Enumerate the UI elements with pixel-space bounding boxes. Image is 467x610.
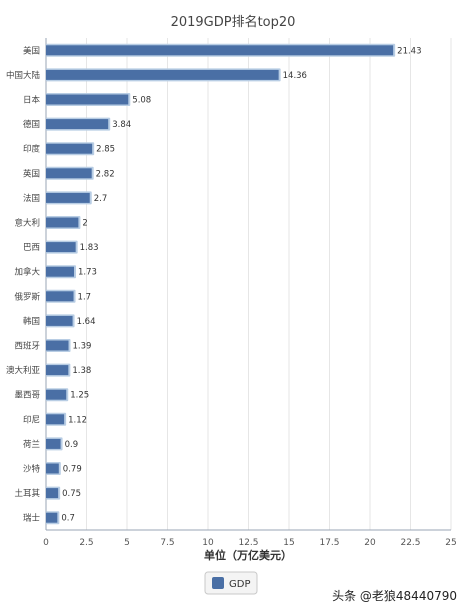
category-label: 沙特 <box>23 464 41 475</box>
bar <box>46 266 75 277</box>
data-label: 1.39 <box>73 342 92 352</box>
x-tick-label: 15 <box>283 538 294 548</box>
category-label: 俄罗斯 <box>14 291 40 302</box>
x-tick-label: 2.5 <box>79 538 93 548</box>
category-label: 西班牙 <box>14 341 40 352</box>
category-label: 土耳其 <box>14 488 40 499</box>
x-tick-label: 22.5 <box>400 538 420 548</box>
data-label: 0.7 <box>61 514 75 524</box>
x-axis-title: 单位（万亿美元） <box>204 548 292 562</box>
data-label: 0.9 <box>65 440 79 450</box>
bar <box>46 143 93 154</box>
data-label: 14.36 <box>283 71 307 81</box>
bar <box>46 45 394 56</box>
category-label: 澳大利亚 <box>6 365 41 376</box>
x-tick-label: 17.5 <box>319 538 339 548</box>
bar <box>46 94 129 105</box>
data-label: 1.7 <box>78 292 92 302</box>
category-label: 日本 <box>23 95 41 106</box>
x-tick-label: 12.5 <box>238 538 258 548</box>
data-label: 2 <box>82 219 87 229</box>
category-label: 巴西 <box>23 243 40 253</box>
category-label: 英国 <box>23 168 40 179</box>
bar <box>46 217 79 228</box>
bar <box>46 119 109 130</box>
data-label: 1.12 <box>68 415 87 425</box>
category-label: 意大利 <box>14 218 40 229</box>
data-label: 1.83 <box>80 243 99 253</box>
category-label: 瑞士 <box>23 513 41 524</box>
data-label: 21.43 <box>397 46 421 56</box>
data-label: 2.7 <box>94 194 108 204</box>
x-tick-label: 5 <box>124 538 130 548</box>
x-tick-label: 10 <box>202 538 214 548</box>
bar <box>46 291 74 302</box>
bar <box>46 488 59 499</box>
category-label: 韩国 <box>23 316 40 327</box>
bar <box>46 168 92 179</box>
bar <box>46 365 69 376</box>
bar <box>46 69 279 80</box>
legend-swatch <box>212 577 224 589</box>
data-label: 1.25 <box>70 391 89 401</box>
category-label: 印度 <box>23 144 41 155</box>
data-label: 0.75 <box>62 489 81 499</box>
bar <box>46 315 73 326</box>
bar <box>46 389 67 400</box>
x-tick-label: 7.5 <box>160 538 174 548</box>
category-label: 加拿大 <box>14 267 40 278</box>
data-label: 5.08 <box>132 96 151 106</box>
category-label: 中国大陆 <box>6 70 41 81</box>
category-label: 美国 <box>23 45 40 56</box>
watermark-text: 头条 @老狼48440790 <box>332 589 457 603</box>
category-label: 法国 <box>23 193 40 204</box>
bar <box>46 463 59 474</box>
bar <box>46 192 90 203</box>
data-label: 0.79 <box>63 465 82 475</box>
bar <box>46 438 61 449</box>
bar <box>46 242 76 253</box>
data-label: 2.82 <box>96 169 115 179</box>
bar <box>46 414 65 425</box>
x-tick-label: 0 <box>43 538 49 548</box>
bar <box>46 340 69 351</box>
chart-title: 2019GDP排名top20 <box>171 14 296 30</box>
data-label: 1.64 <box>77 317 96 327</box>
category-label: 荷兰 <box>23 439 40 450</box>
bar <box>46 512 58 523</box>
legend-label: GDP <box>229 579 250 590</box>
x-tick-label: 25 <box>445 538 456 548</box>
category-label: 德国 <box>23 119 40 130</box>
category-label: 印尼 <box>23 414 40 425</box>
category-label: 墨西哥 <box>14 391 40 401</box>
x-tick-label: 20 <box>364 538 376 548</box>
data-label: 1.38 <box>72 366 91 376</box>
data-label: 2.85 <box>96 145 115 155</box>
data-label: 3.84 <box>112 120 131 130</box>
data-label: 1.73 <box>78 268 97 278</box>
